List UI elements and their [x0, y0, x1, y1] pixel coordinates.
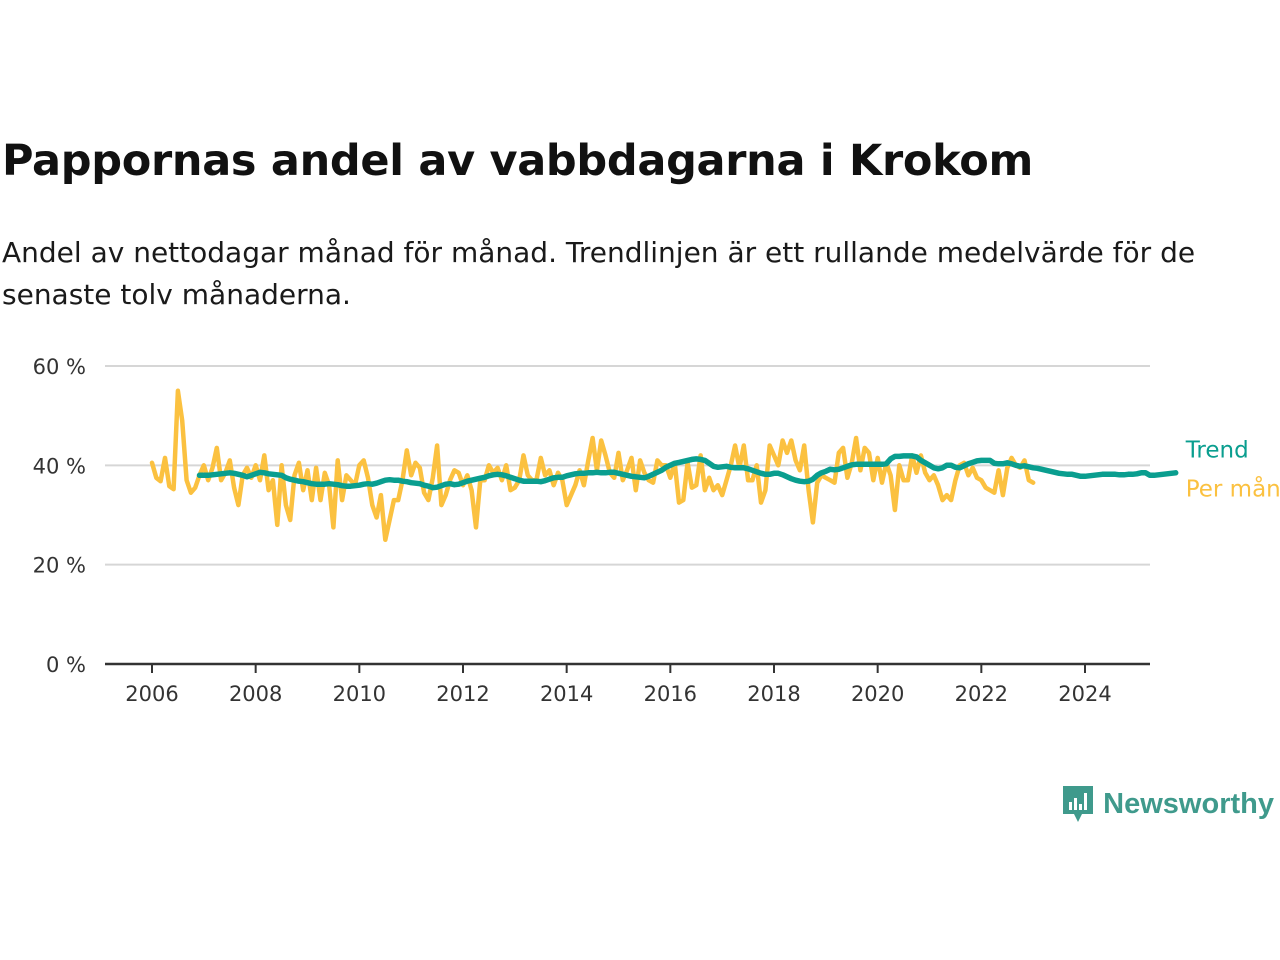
x-tick-label: 2008 — [229, 682, 282, 706]
x-tick-label: 2018 — [747, 682, 800, 706]
x-tick-label: 2014 — [540, 682, 593, 706]
chart-title: Pappornas andel av vabbdagarna i Krokom — [2, 136, 1034, 186]
y-tick-label: 60 % — [33, 355, 86, 379]
legend-trend-label: Trend — [1185, 437, 1249, 463]
x-tick-label: 2024 — [1058, 682, 1111, 706]
y-axis-ticks: 0 % 20 % 40 % 60 % — [33, 355, 86, 677]
legend-monthly-label: Per månad — [1186, 475, 1280, 503]
series — [149, 388, 1179, 543]
x-tick-label: 2016 — [644, 682, 697, 706]
newsworthy-logo-icon — [1063, 786, 1094, 822]
brand-logo: Newsworthy — [1061, 784, 1274, 824]
x-tick-label: 2012 — [436, 682, 489, 706]
chart-subtitle: Andel av nettodagar månad för månad. Tre… — [2, 236, 1196, 311]
x-tick-label: 2006 — [125, 682, 178, 706]
series-line-trend — [196, 453, 1179, 491]
brand-name: Newsworthy — [1103, 787, 1274, 820]
x-axis-ticks: 2006 2008 2010 2012 2014 2016 2018 2020 2022 2024 — [125, 664, 1112, 706]
x-tick-label: 2022 — [955, 682, 1008, 706]
x-tick-label: 2010 — [333, 682, 386, 706]
line-chart: 0 % 20 % 40 % 60 % 2006 2008 2010 2012 2014 2016… — [33, 355, 1280, 706]
y-tick-label: 0 % — [46, 653, 86, 677]
x-tick-label: 2020 — [851, 682, 904, 706]
y-tick-label: 40 % — [33, 454, 86, 478]
y-tick-label: 20 % — [33, 554, 86, 578]
